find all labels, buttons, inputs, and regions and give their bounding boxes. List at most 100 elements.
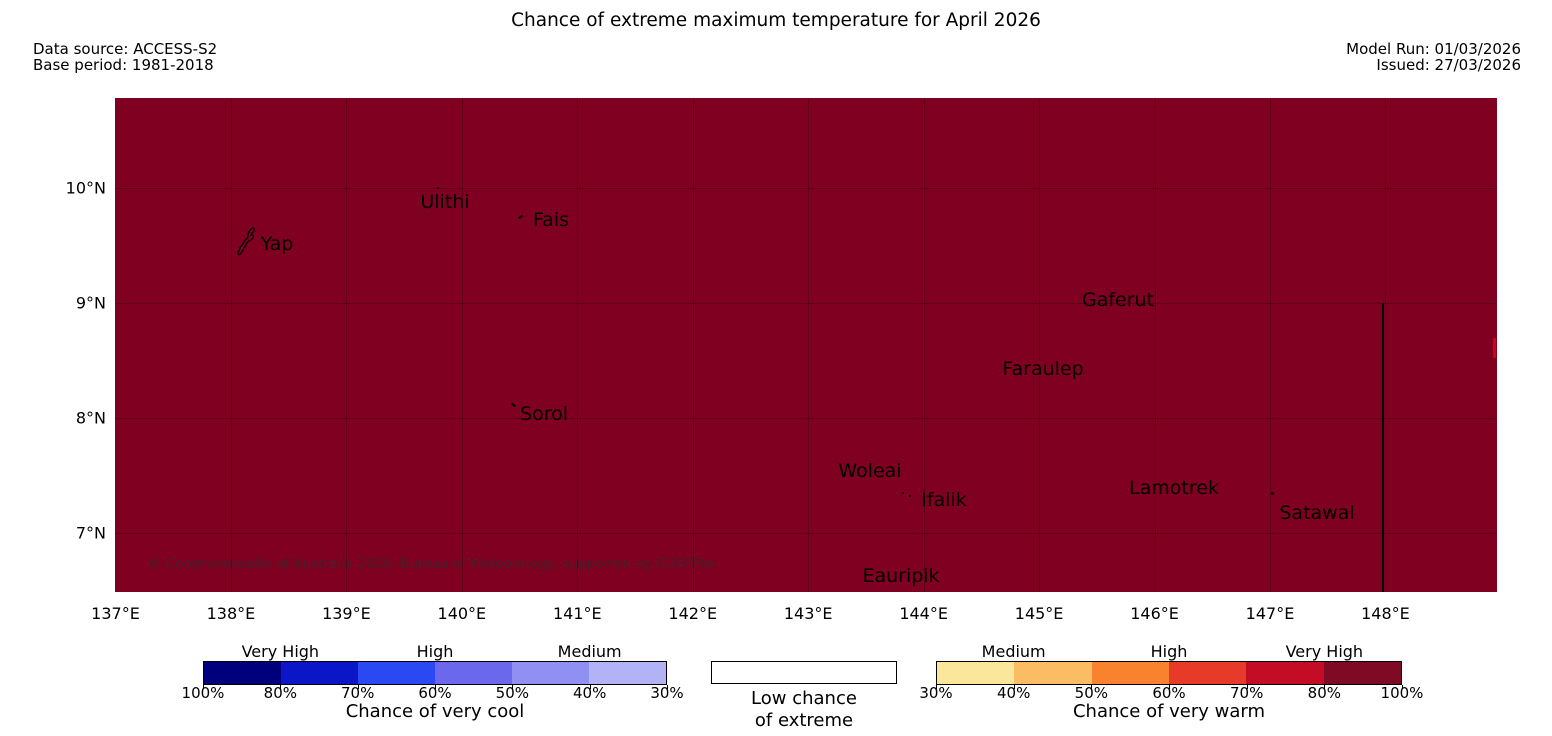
island-label-gaferut: Gaferut	[1081, 289, 1155, 311]
cool-tick-label-70%: 70%	[340, 684, 375, 702]
x-axis-label-138E: 138°E	[206, 604, 256, 623]
x-axis-label-137E: 137°E	[91, 604, 140, 623]
warm-segment-70%-80%	[1246, 662, 1324, 684]
base-period-label: Base period: 1981-2018	[33, 56, 214, 74]
low-chance-caption-line2: of extreme	[754, 709, 854, 731]
warm-tick	[1013, 685, 1015, 689]
island-label-fais: Fais	[532, 209, 570, 231]
x-axis-label-146E: 146°E	[1130, 604, 1179, 623]
gridline-138E	[230, 98, 232, 592]
island-label-woleai: Woleai	[838, 460, 902, 482]
warm-tick	[936, 685, 937, 689]
gridline-146E	[1154, 98, 1156, 592]
cool-tick	[203, 685, 204, 689]
cool-tick	[435, 685, 436, 689]
warm-tick-label-70%: 70%	[1229, 684, 1264, 702]
island-marker-ifalik-1	[909, 495, 911, 497]
cool-tick	[280, 685, 282, 689]
cool-tick-label-80%: 80%	[263, 684, 297, 702]
island-label-eauripik: Eauripik	[862, 565, 940, 587]
cool-category-medium: Medium	[557, 642, 622, 661]
island-label-faraulep: Faraulep	[1002, 358, 1084, 380]
warm-segment-30%-40%	[937, 662, 1015, 684]
warm-tick	[1246, 685, 1248, 689]
warm-tick-label-40%: 40%	[996, 684, 1031, 702]
forecast-map: © Commonwealth of Australia 2026, Bureau…	[115, 98, 1497, 592]
gridline-7N	[115, 533, 1497, 534]
gridline-141E	[577, 98, 579, 592]
gridline-148E	[1385, 98, 1387, 592]
warm-segment-50%-60%	[1091, 662, 1169, 684]
run-info: Model Run: 01/03/2026 Issued: 27/03/2026	[1346, 41, 1521, 73]
cool-tick-label-50%: 50%	[495, 684, 529, 702]
x-axis-label-142E: 142°E	[668, 604, 718, 623]
y-axis-label-7N: 7°N	[75, 523, 106, 543]
gridline-10N	[115, 188, 1497, 189]
y-axis-label-8N: 8°N	[75, 408, 106, 428]
warm-segment-80%-100%	[1323, 662, 1401, 684]
x-axis-label-145E: 145°E	[1014, 604, 1064, 623]
warm-category-very-high: Very High	[1285, 642, 1364, 661]
warm-category-high: High	[1150, 642, 1188, 661]
cool-legend-caption: Chance of very cool	[345, 701, 525, 722]
island-marker-sorol-0	[510, 402, 517, 408]
yap-island-outline	[237, 227, 255, 256]
cool-category-high: High	[416, 642, 454, 661]
gridline-144E	[923, 98, 925, 592]
state-boundary-line	[1382, 303, 1384, 592]
gridline-142E	[692, 98, 694, 592]
warm-tick-label-50%: 50%	[1074, 684, 1108, 702]
island-label-ifalik: Ifalik	[921, 489, 967, 511]
island-label-yap: Yap	[260, 233, 294, 255]
x-axis-label-139E: 139°E	[322, 604, 371, 623]
edge-coastline-fragment	[1493, 338, 1496, 358]
data-source-label: Data source: ACCESS-S2	[33, 40, 218, 58]
cool-segment-50%-40%	[512, 662, 589, 684]
low-chance-caption-line1: Low chance	[751, 688, 857, 709]
cool-colorbar	[203, 661, 667, 685]
gridline-139E	[346, 98, 348, 592]
warm-tick-label-80%: 80%	[1307, 684, 1341, 702]
cool-tick	[667, 685, 668, 689]
cool-segment-80%-70%	[281, 662, 358, 684]
warm-segment-40%-50%	[1014, 662, 1092, 684]
low-chance-swatch	[711, 661, 897, 684]
island-label-ulithi: Ulithi	[420, 191, 470, 213]
cool-segment-70%-60%	[358, 662, 435, 684]
cool-tick	[357, 685, 359, 689]
cool-category-very-high: Very High	[241, 642, 320, 661]
y-axis-label-10N: 10°N	[65, 178, 106, 198]
gridline-9N	[115, 303, 1497, 304]
copyright-notice: © Commonwealth of Australia 2026, Bureau…	[148, 556, 717, 572]
island-marker-ifalik-0	[902, 492, 904, 494]
warm-category-medium: Medium	[981, 642, 1046, 661]
cool-tick	[589, 685, 591, 689]
gridline-140E	[461, 98, 463, 592]
x-axis-label-143E: 143°E	[783, 604, 833, 623]
x-axis-label-148E: 148°E	[1361, 604, 1410, 623]
cool-segment-40%-30%	[589, 662, 666, 684]
x-axis-label-140E: 140°E	[437, 604, 487, 623]
source-info: Data source: ACCESS-S2 Base period: 1981…	[33, 41, 217, 73]
island-label-sorol: Sorol	[520, 403, 568, 425]
island-marker-fais-0	[517, 214, 524, 220]
warm-tick	[1169, 685, 1170, 689]
cool-tick-label-30%: 30%	[650, 684, 684, 702]
island-label-lamotrek: Lamotrek	[1129, 477, 1219, 499]
cool-tick-label-100%: 100%	[181, 684, 225, 702]
gridline-145E	[1039, 98, 1041, 592]
warm-segment-60%-70%	[1168, 662, 1247, 684]
cool-tick	[512, 685, 514, 689]
cool-segment-60%-50%	[435, 662, 512, 684]
island-marker-ulithi-0	[437, 187, 439, 189]
x-axis-label-141E: 141°E	[552, 604, 602, 623]
cool-tick-label-60%: 60%	[418, 684, 452, 702]
warm-tick	[1091, 685, 1093, 689]
x-axis-label-144E: 144°E	[899, 604, 948, 623]
gridline-143E	[808, 98, 810, 592]
island-marker-satawal-0	[1271, 492, 1274, 495]
warm-tick-label-100%: 100%	[1380, 684, 1424, 702]
cool-segment-100%-80%	[204, 662, 281, 684]
warm-tick-label-30%: 30%	[919, 684, 953, 702]
